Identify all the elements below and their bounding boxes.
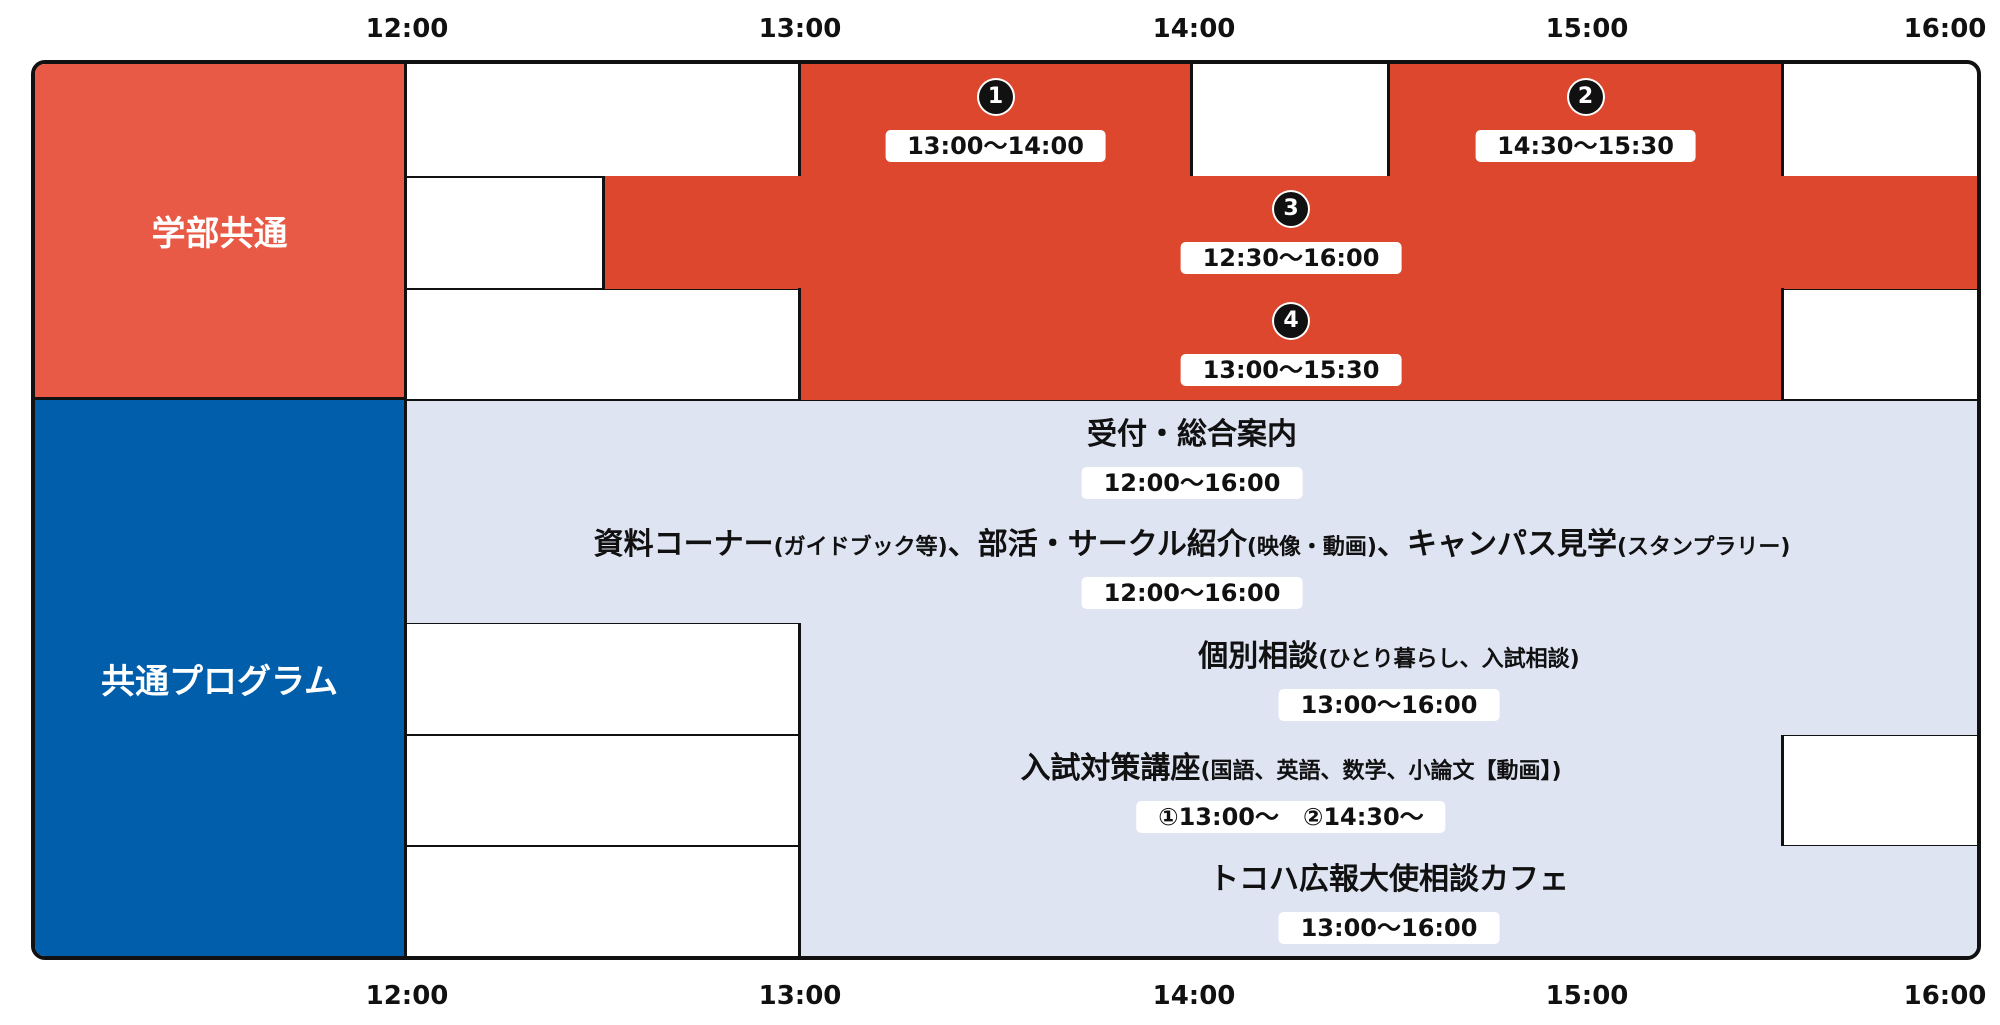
program-note: (国語、英語、数学、小論文【動画】) [1200,759,1562,784]
program-title-text: 、部活・サークル紹介 [947,527,1247,562]
program-time: 12:00〜16:00 [1081,467,1303,499]
program-title: 受付・総合案内 [407,415,1977,455]
program-individual-consultation: 個別相談(ひとり暮らし、入試相談) 13:00〜16:00 [798,623,1977,735]
tick-label: 15:00 [1545,14,1629,44]
program-exam-prep-course: 入試対策講座(国語、英語、数学、小論文【動画】) ①13:00〜 ②14:30〜 [798,735,1784,846]
program-title: 入試対策講座(国語、英語、数学、小論文【動画】) [801,749,1781,792]
session-number-badge: 4 [1274,304,1308,338]
schedule-table: 学部共通 共通プログラム 1 13:00〜14:00 2 14:30〜15:30… [31,60,1981,960]
category-faculty-common: 学部共通 [35,64,407,400]
tick-label: 12:00 [365,14,449,44]
session-number-badge: 3 [1274,192,1308,226]
tick-label: 13:00 [758,14,842,44]
program-title-text: 入試対策講座 [1020,751,1201,786]
program-note: (スタンプラリー) [1616,535,1791,560]
category-common-program: 共通プログラム [35,400,407,956]
program-time: ①13:00〜 ②14:30〜 [1136,801,1446,833]
tick-label: 14:00 [1152,981,1236,1011]
program-reception: 受付・総合案内 12:00〜16:00 [407,401,1977,511]
session-number-badge: 2 [1568,80,1603,114]
program-materials-club-campus: 資料コーナー(ガイドブック等)、部活・サークル紹介(映像・動画)、キャンパス見学… [407,511,1977,623]
program-note: (映像・動画) [1246,535,1377,560]
program-note: (ひとり暮らし、入試相談) [1318,647,1580,672]
tick-label: 13:00 [758,981,842,1011]
program-title-text: 、キャンパス見学 [1376,527,1617,562]
session-time: 12:30〜16:00 [1180,242,1402,274]
tick-label: 16:00 [1903,981,1987,1011]
program-note: (ガイドブック等) [773,535,948,560]
program-title-text: 個別相談 [1198,639,1319,674]
faculty-session-2: 2 14:30〜15:30 [1387,64,1784,177]
program-title-text: トコハ広報大使相談カフェ [1209,862,1569,897]
program-title-text: 受付・総合案内 [1087,417,1297,452]
program-title-text: 資料コーナー [593,527,774,562]
tick-label: 16:00 [1903,14,1987,44]
category-label: 学部共通 [151,214,288,254]
program-time: 12:00〜16:00 [1081,577,1303,609]
session-time: 14:30〜15:30 [1475,130,1696,162]
program-title: 個別相談(ひとり暮らし、入試相談) [801,637,1977,680]
session-time: 13:00〜14:00 [885,130,1106,162]
session-time: 13:00〜15:30 [1180,354,1402,386]
program-time: 13:00〜16:00 [1278,912,1500,944]
category-label: 共通プログラム [101,661,338,702]
program-title: 資料コーナー(ガイドブック等)、部活・サークル紹介(映像・動画)、キャンパス見学… [407,525,1977,568]
tick-label: 15:00 [1545,981,1629,1011]
program-ambassador-cafe: トコハ広報大使相談カフェ 13:00〜16:00 [798,846,1977,956]
faculty-session-4: 4 13:00〜15:30 [798,288,1784,400]
tick-label: 12:00 [365,981,449,1011]
faculty-session-1: 1 13:00〜14:00 [798,64,1193,177]
faculty-session-3: 3 12:30〜16:00 [602,176,1977,289]
tick-label: 14:00 [1152,14,1236,44]
session-number-badge: 1 [978,80,1013,114]
program-title: トコハ広報大使相談カフェ [801,860,1977,900]
section-divider [407,399,1977,402]
program-time: 13:00〜16:00 [1278,689,1500,721]
